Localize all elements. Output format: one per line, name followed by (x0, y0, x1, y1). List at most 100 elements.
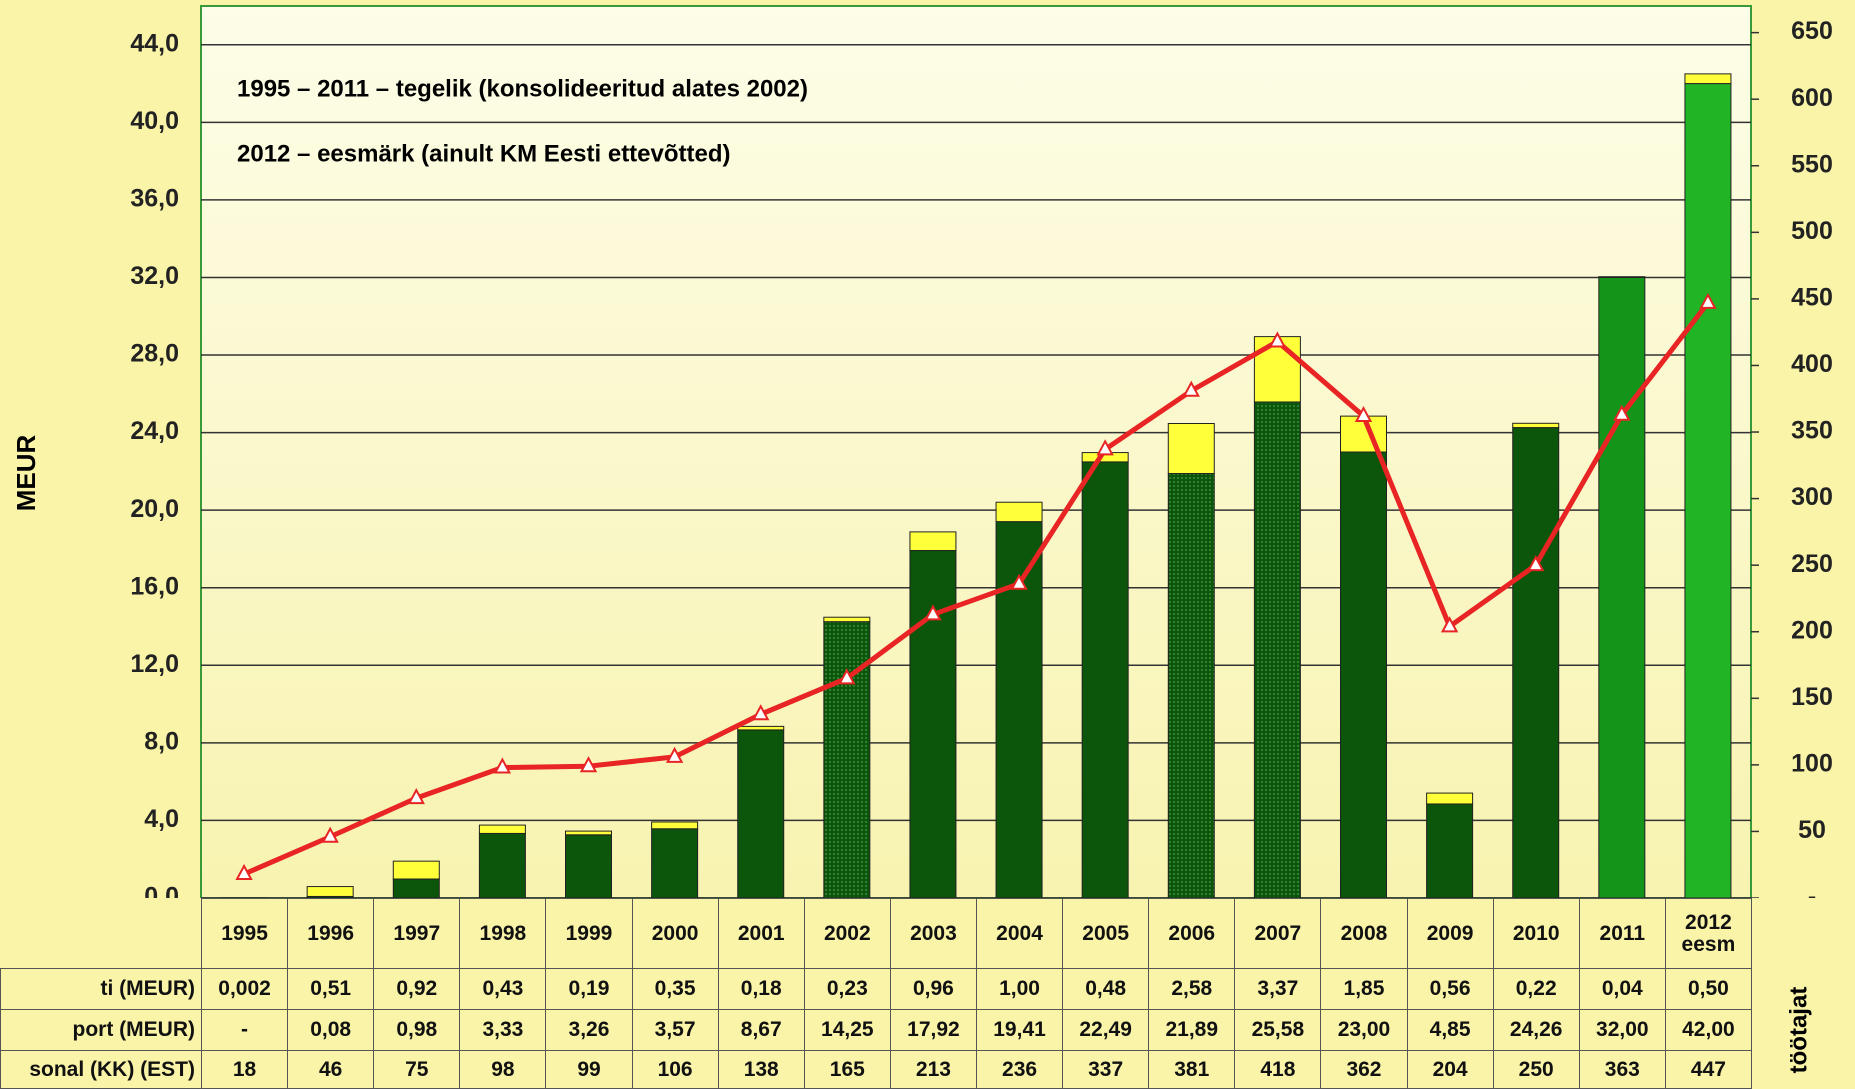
table-cell: 0,18 (718, 969, 804, 1010)
bar (1341, 452, 1387, 898)
table-cell: 418 (1235, 1051, 1321, 1089)
y2-tick-label: 450 (1791, 284, 1833, 312)
bar (1513, 428, 1559, 898)
y-tick-label: 28,0 (130, 340, 179, 368)
table-cell: 1999 (546, 899, 632, 969)
bar (910, 532, 956, 551)
y2-tick-label: - (1808, 883, 1816, 898)
table-cell: 3,26 (546, 1010, 632, 1051)
table-cell: 106 (632, 1051, 718, 1089)
table-cell: 0,50 (1665, 969, 1751, 1010)
y-tick-label: 32,0 (130, 262, 179, 290)
table-cell: 2001 (718, 899, 804, 969)
table-cell: 2012 eesm (1665, 899, 1751, 969)
table-cell: port (MEUR) (1, 1010, 202, 1051)
table-cell: 138 (718, 1051, 804, 1089)
y2-tick-label: 600 (1791, 84, 1833, 112)
y-tick-label: 4,0 (144, 805, 179, 833)
table-cell: ti (MEUR) (1, 969, 202, 1010)
bar (738, 726, 784, 729)
y-tick-label: 0,0 (144, 883, 179, 898)
table-cell: 363 (1579, 1051, 1665, 1089)
y2-tick-label: 650 (1791, 17, 1833, 45)
table-cell: 2006 (1149, 899, 1235, 969)
bar (1254, 402, 1300, 898)
table-cell: 75 (374, 1051, 460, 1089)
table-cell: 42,00 (1665, 1010, 1751, 1051)
table-cell: 362 (1321, 1051, 1407, 1089)
table-cell: 381 (1149, 1051, 1235, 1089)
table-cell: 0,43 (460, 969, 546, 1010)
table-cell: sonal (KK) (EST) (1, 1051, 202, 1089)
table-cell: 2000 (632, 899, 718, 969)
bar (1168, 474, 1214, 898)
table-cell: 2,58 (1149, 969, 1235, 1010)
bar (1168, 423, 1214, 473)
table-cell: 204 (1407, 1051, 1493, 1089)
bar (1513, 423, 1559, 427)
table-cell: 0,23 (804, 969, 890, 1010)
y-tick-label: 44,0 (130, 29, 179, 57)
bar (996, 502, 1042, 521)
table-cell: 3,57 (632, 1010, 718, 1051)
table-cell: 0,92 (374, 969, 460, 1010)
bar (1599, 277, 1645, 898)
table-cell: 99 (546, 1051, 632, 1089)
annotation: 2012 – eesmärk (ainult KM Eesti ettevõtt… (237, 140, 731, 167)
table-cell: 1996 (288, 899, 374, 969)
y-tick-label: 8,0 (144, 727, 179, 755)
table-cell: 25,58 (1235, 1010, 1321, 1051)
table-cell: 21,89 (1149, 1010, 1235, 1051)
chart: 1995 – 2011 – tegelik (konsolideeritud a… (0, 0, 1855, 898)
table-cell: 0,04 (1579, 969, 1665, 1010)
table-cell: 1995 (202, 899, 288, 969)
bar (910, 551, 956, 898)
table-cell: 2003 (890, 899, 976, 969)
table-cell: 19,41 (976, 1010, 1062, 1051)
y2-tick-label: 100 (1791, 749, 1833, 777)
table-cell: 0,35 (632, 969, 718, 1010)
table-cell: 2005 (1063, 899, 1149, 969)
table-cell: 0,98 (374, 1010, 460, 1051)
bar (824, 622, 870, 898)
y2-axis-label: töötajat (1785, 987, 1812, 1074)
y2-tick-label: 250 (1791, 550, 1833, 578)
annotation: 1995 – 2011 – tegelik (konsolideeritud a… (237, 75, 808, 102)
table-cell: 165 (804, 1051, 890, 1089)
table-cell: 0,19 (546, 969, 632, 1010)
bar (1685, 84, 1731, 898)
table-cell: 0,22 (1493, 969, 1579, 1010)
bar (566, 831, 612, 835)
bar (1427, 804, 1473, 898)
table-cell: 22,49 (1063, 1010, 1149, 1051)
y2-tick-label: 200 (1791, 616, 1833, 644)
y-tick-label: 12,0 (130, 650, 179, 678)
table-cell: 1,85 (1321, 969, 1407, 1010)
bar (307, 887, 353, 897)
bar (652, 822, 698, 829)
table-cell: 447 (1665, 1051, 1751, 1089)
y2-tick-label: 50 (1798, 816, 1826, 844)
table-cell: 4,85 (1407, 1010, 1493, 1051)
bar (393, 879, 439, 898)
table-cell: 24,26 (1493, 1010, 1579, 1051)
table-cell: 8,67 (718, 1010, 804, 1051)
y-tick-label: 40,0 (130, 107, 179, 135)
bar (1427, 793, 1473, 804)
table-cell: 250 (1493, 1051, 1579, 1089)
table-cell: 2011 (1579, 899, 1665, 969)
bar (824, 617, 870, 621)
table-cell: 2004 (976, 899, 1062, 969)
y-tick-label: 36,0 (130, 185, 179, 213)
table-cell: 2009 (1407, 899, 1493, 969)
table-cell: 1,00 (976, 969, 1062, 1010)
bar (566, 835, 612, 898)
table-cell: 3,37 (1235, 969, 1321, 1010)
table-cell: 23,00 (1321, 1010, 1407, 1051)
table-cell: - (202, 1010, 288, 1051)
table-cell: 0,51 (288, 969, 374, 1010)
bar (393, 861, 439, 879)
